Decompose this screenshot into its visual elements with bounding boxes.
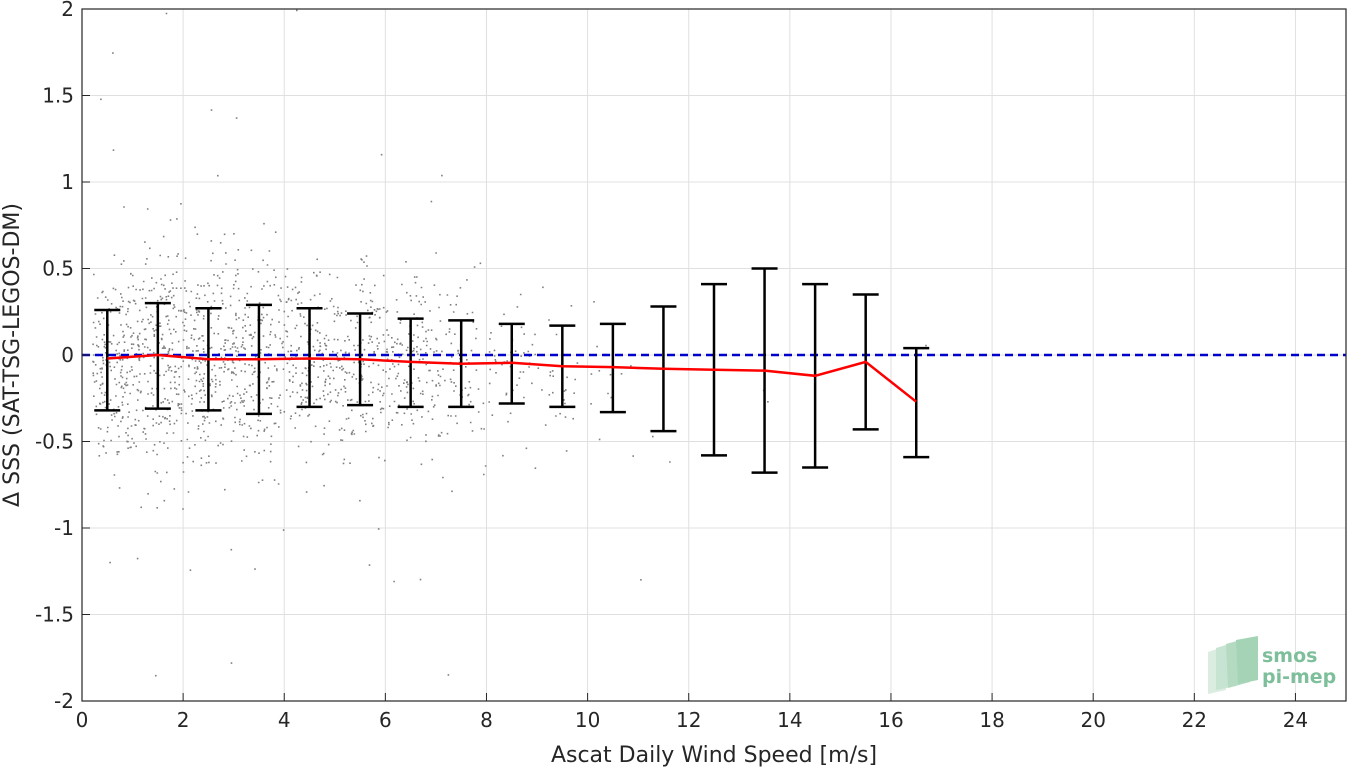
x-tick-label: 4 <box>278 708 291 732</box>
x-tick-label: 20 <box>1080 708 1105 732</box>
smos-pi-mep-logo: smos pi-mep <box>1208 636 1336 694</box>
x-tick-label: 14 <box>777 708 802 732</box>
x-tick-label: 24 <box>1283 708 1308 732</box>
x-axis-label: Ascat Daily Wind Speed [m/s] <box>551 743 877 768</box>
logo-text-pi-mep: pi-mep <box>1262 666 1336 688</box>
logo-text-smos: smos <box>1262 645 1317 667</box>
error-bar <box>903 346 930 459</box>
logo-icon <box>1208 636 1258 694</box>
x-tick-label: 10 <box>575 708 600 732</box>
x-tick-label: 18 <box>979 708 1004 732</box>
y-tick-label: 2 <box>61 0 74 21</box>
mean-line-path <box>107 353 917 403</box>
y-tick-label: -1 <box>54 516 74 540</box>
y-axis-ticks: -2 -1.5 -1 -0.5 0 0.5 1 1.5 2 <box>35 0 90 713</box>
y-tick-label: -1.5 <box>35 603 74 627</box>
x-axis-ticks: 0 2 4 6 8 10 12 14 16 18 20 22 24 <box>76 693 1308 732</box>
mean-line <box>107 353 917 403</box>
y-tick-label: -2 <box>54 689 74 713</box>
x-tick-label: 0 <box>76 708 89 732</box>
x-tick-label: 22 <box>1182 708 1207 732</box>
x-tick-label: 6 <box>379 708 392 732</box>
y-tick-label: 1.5 <box>42 84 74 108</box>
x-tick-label: 16 <box>878 708 903 732</box>
y-tick-label: 1 <box>61 170 74 194</box>
x-tick-label: 8 <box>480 708 493 732</box>
y-tick-label: 0.5 <box>42 257 74 281</box>
error-bar <box>94 308 121 412</box>
x-tick-label: 12 <box>676 708 701 732</box>
x-tick-label: 2 <box>177 708 190 732</box>
y-axis-label: Δ SSS (SAT-TSG-LEGOS-DM) <box>0 203 25 507</box>
y-tick-label: -0.5 <box>35 430 74 454</box>
y-tick-label: 0 <box>61 343 74 367</box>
